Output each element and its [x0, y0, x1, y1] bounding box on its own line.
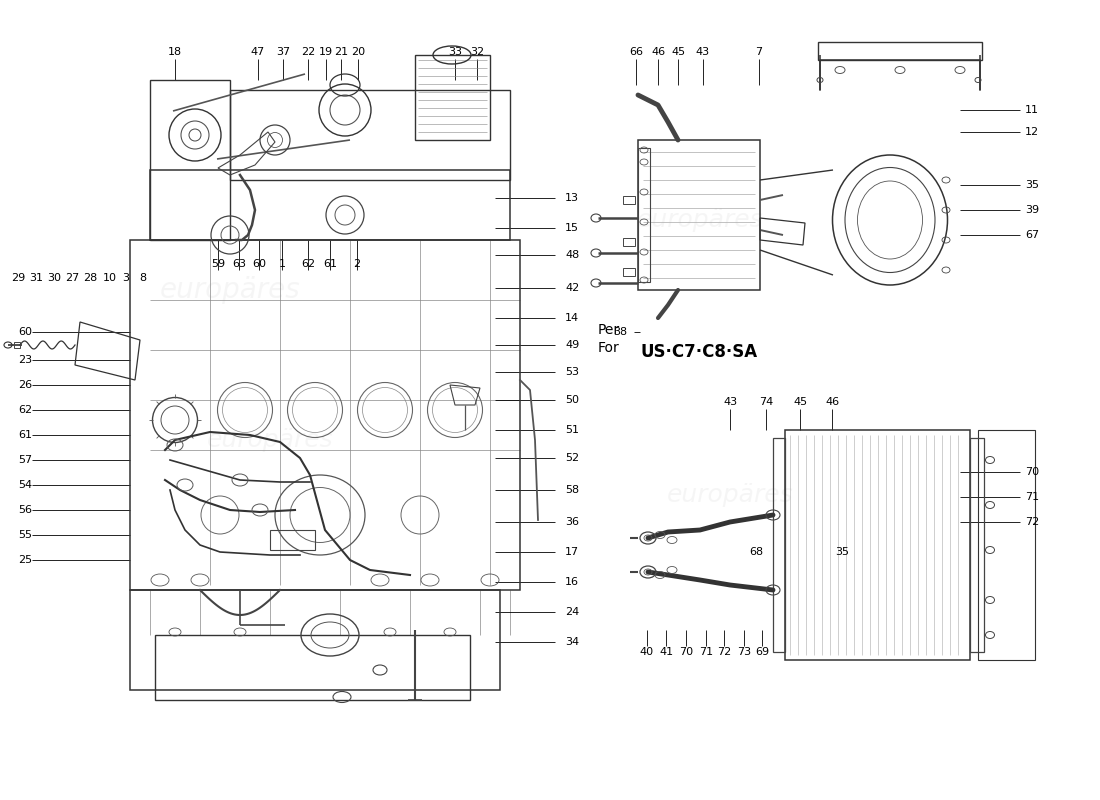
Text: 71: 71	[698, 647, 713, 657]
Text: 59: 59	[211, 259, 226, 269]
Text: europäres: europäres	[667, 483, 793, 507]
Text: 54: 54	[18, 480, 32, 490]
Text: 27: 27	[65, 273, 79, 283]
Text: 49: 49	[565, 340, 580, 350]
Text: 1: 1	[278, 259, 286, 269]
Text: 55: 55	[18, 530, 32, 540]
Text: 39: 39	[1025, 205, 1040, 215]
Text: 68: 68	[749, 547, 763, 557]
Text: 24: 24	[565, 607, 580, 617]
Text: 16: 16	[565, 577, 579, 587]
Text: 46: 46	[651, 47, 666, 57]
Text: 7: 7	[756, 47, 762, 57]
Text: 14: 14	[565, 313, 579, 323]
Text: 2: 2	[353, 259, 361, 269]
Text: 43: 43	[723, 397, 737, 407]
Text: 32: 32	[470, 47, 484, 57]
Text: 29: 29	[11, 273, 25, 283]
Text: europäres: europäres	[637, 208, 763, 232]
Text: 31: 31	[29, 273, 43, 283]
Text: 45: 45	[793, 397, 807, 407]
Text: 30: 30	[47, 273, 60, 283]
Text: 53: 53	[565, 367, 579, 377]
Text: 67: 67	[1025, 230, 1040, 240]
Text: 66: 66	[629, 47, 644, 57]
Text: 17: 17	[565, 547, 579, 557]
Text: 56: 56	[18, 505, 32, 515]
Text: 74: 74	[759, 397, 773, 407]
Text: 28: 28	[82, 273, 97, 283]
Text: 62: 62	[18, 405, 32, 415]
Text: 35: 35	[1025, 180, 1040, 190]
Text: 63: 63	[232, 259, 246, 269]
Text: 51: 51	[565, 425, 579, 435]
Text: 46: 46	[825, 397, 839, 407]
Text: 72: 72	[1025, 517, 1040, 527]
Text: 21: 21	[334, 47, 348, 57]
Text: 41: 41	[659, 647, 673, 657]
Text: 18: 18	[168, 47, 183, 57]
Text: 69: 69	[755, 647, 769, 657]
Text: 43: 43	[696, 47, 711, 57]
Text: 22: 22	[301, 47, 315, 57]
Text: 61: 61	[323, 259, 337, 269]
Text: 36: 36	[565, 517, 579, 527]
Text: 38: 38	[613, 327, 627, 337]
Text: 12: 12	[1025, 127, 1040, 137]
Text: For: For	[598, 341, 619, 355]
Text: 10: 10	[103, 273, 117, 283]
Text: 8: 8	[140, 273, 146, 283]
Text: 3: 3	[122, 273, 130, 283]
Text: 23: 23	[18, 355, 32, 365]
Text: 13: 13	[565, 193, 579, 203]
Text: 34: 34	[565, 637, 579, 647]
Text: 42: 42	[565, 283, 580, 293]
Text: 15: 15	[565, 223, 579, 233]
Text: 60: 60	[252, 259, 266, 269]
Text: 58: 58	[565, 485, 579, 495]
Text: 47: 47	[251, 47, 265, 57]
Text: 70: 70	[679, 647, 693, 657]
Text: 73: 73	[737, 647, 751, 657]
Text: 52: 52	[565, 453, 579, 463]
Text: 61: 61	[18, 430, 32, 440]
Text: 60: 60	[18, 327, 32, 337]
Text: 35: 35	[835, 547, 849, 557]
Text: 11: 11	[1025, 105, 1040, 115]
Text: 33: 33	[448, 47, 462, 57]
Text: 26: 26	[18, 380, 32, 390]
Text: europäres: europäres	[160, 276, 300, 304]
Text: 37: 37	[276, 47, 290, 57]
Text: 45: 45	[671, 47, 685, 57]
Text: 50: 50	[565, 395, 579, 405]
Text: 25: 25	[18, 555, 32, 565]
Text: Per: Per	[598, 323, 620, 337]
Text: 71: 71	[1025, 492, 1040, 502]
Text: europäres: europäres	[207, 428, 333, 452]
Text: 20: 20	[351, 47, 365, 57]
Text: US·C7·C8·SA: US·C7·C8·SA	[640, 343, 757, 361]
Text: 62: 62	[301, 259, 315, 269]
Text: 40: 40	[640, 647, 654, 657]
Text: 57: 57	[18, 455, 32, 465]
Text: 72: 72	[717, 647, 732, 657]
Text: 48: 48	[565, 250, 580, 260]
Text: 19: 19	[319, 47, 333, 57]
Text: 70: 70	[1025, 467, 1040, 477]
